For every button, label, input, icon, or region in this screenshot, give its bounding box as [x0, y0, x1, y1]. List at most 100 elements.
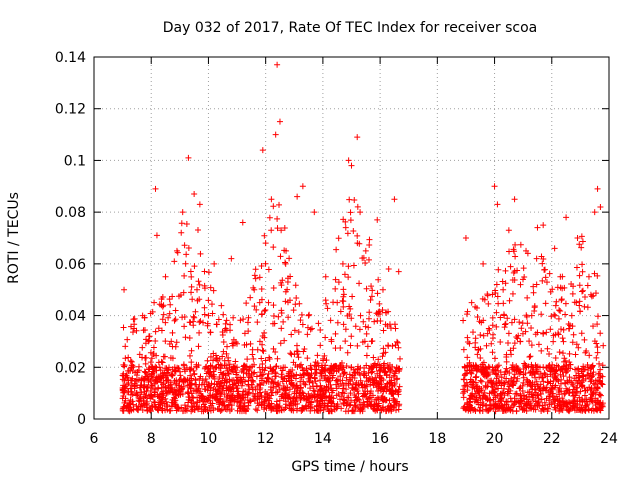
data-point [502, 320, 509, 327]
data-point [347, 390, 354, 397]
data-point [594, 407, 601, 414]
data-point [388, 406, 395, 413]
data-point [381, 364, 388, 371]
data-point [563, 214, 570, 221]
data-point [476, 318, 483, 325]
data-point [234, 377, 241, 384]
data-point [562, 357, 569, 364]
data-point [557, 273, 564, 280]
data-point [461, 382, 468, 389]
x-tick-label: 22 [543, 431, 561, 447]
data-point [235, 390, 242, 397]
data-point [474, 314, 481, 321]
data-point [327, 317, 334, 324]
data-point [576, 298, 583, 305]
data-point [466, 359, 473, 366]
data-point [594, 185, 601, 192]
data-point [333, 405, 340, 412]
data-point [482, 364, 489, 371]
data-point [375, 276, 382, 283]
data-point [244, 356, 251, 363]
data-point [461, 364, 468, 371]
data-point [299, 321, 306, 328]
data-point [547, 326, 554, 333]
data-point [528, 391, 535, 398]
data-point [320, 355, 327, 362]
data-point [328, 398, 335, 405]
data-point [216, 373, 223, 380]
data-point [188, 273, 195, 280]
data-point [127, 385, 134, 392]
data-point [513, 390, 520, 397]
data-point [256, 338, 263, 345]
data-point [225, 370, 232, 377]
data-point [207, 368, 214, 375]
data-point [281, 225, 288, 232]
data-point [297, 384, 304, 391]
chart-title: Day 032 of 2017, Rate Of TEC Index for r… [163, 20, 538, 36]
data-point [534, 363, 541, 370]
data-point [169, 343, 176, 350]
data-point [460, 317, 467, 324]
data-point [278, 227, 285, 234]
data-point [127, 400, 134, 407]
data-point [356, 326, 363, 333]
data-point [312, 378, 319, 385]
data-point [551, 404, 558, 411]
data-point [304, 331, 311, 338]
data-point [245, 377, 252, 384]
data-point [528, 383, 535, 390]
data-point [158, 327, 165, 334]
data-point [495, 398, 502, 405]
data-point [131, 315, 138, 322]
data-point [276, 397, 283, 404]
data-point [594, 344, 601, 351]
plot-frame [93, 56, 610, 420]
data-point [299, 404, 306, 411]
data-point [314, 397, 321, 404]
data-point [186, 319, 193, 326]
data-point [273, 398, 280, 405]
data-point [317, 377, 324, 384]
data-point [506, 383, 513, 390]
data-point [600, 342, 607, 349]
data-point [242, 391, 249, 398]
data-point [531, 308, 538, 315]
data-point [553, 298, 560, 305]
data-point [332, 345, 339, 352]
data-point [288, 407, 295, 414]
data-point [292, 401, 299, 408]
data-point [214, 405, 221, 412]
data-point [542, 371, 549, 378]
data-point [155, 385, 162, 392]
data-point [225, 354, 232, 361]
data-point [507, 407, 514, 414]
y-tick-label: 0.06 [55, 257, 86, 273]
data-point [344, 312, 351, 319]
data-point [241, 362, 248, 369]
data-point [339, 389, 346, 396]
data-point [205, 365, 212, 372]
data-point [136, 395, 143, 402]
data-point [380, 327, 387, 334]
data-point [375, 387, 382, 394]
data-point [259, 366, 266, 373]
data-point [396, 366, 403, 373]
data-point [538, 311, 545, 318]
data-point [489, 349, 496, 356]
data-point [538, 396, 545, 403]
data-point [530, 364, 537, 371]
data-point [528, 312, 535, 319]
data-point [148, 402, 155, 409]
data-point [461, 372, 468, 379]
data-point [159, 407, 166, 414]
data-point [529, 379, 536, 386]
data-point [343, 374, 350, 381]
data-point [593, 354, 600, 361]
data-point [120, 324, 127, 331]
data-point [360, 404, 367, 411]
data-point [505, 339, 512, 346]
data-point [200, 319, 207, 326]
data-point [383, 309, 390, 316]
data-point [550, 378, 557, 385]
